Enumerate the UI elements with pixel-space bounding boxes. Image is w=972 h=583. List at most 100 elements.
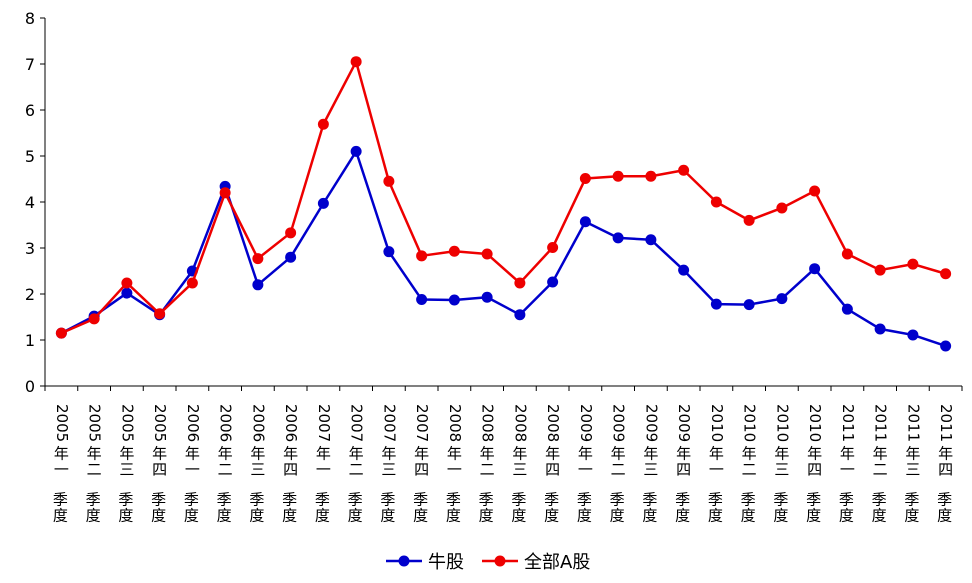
- x-tick-char: 年: [381, 445, 396, 463]
- legend-label: 牛股: [428, 552, 464, 573]
- x-tick-char: 季: [675, 491, 690, 509]
- x-tick-char: 度: [118, 507, 133, 525]
- data-point: [612, 232, 624, 244]
- x-tick-char: 度: [282, 507, 297, 525]
- data-point: [547, 242, 559, 254]
- x-tick-char: 三: [512, 461, 527, 479]
- x-tick-char: 季: [642, 491, 657, 509]
- x-tick-year: 2010: [741, 404, 759, 442]
- x-tick-char: 季: [610, 491, 625, 509]
- x-tick-char: 四: [807, 461, 822, 479]
- data-point: [252, 279, 264, 291]
- y-tick-label: 8: [25, 9, 35, 28]
- data-point: [710, 298, 722, 310]
- series-quan-bu-a-gu: [55, 56, 952, 339]
- x-tick-year: 2011: [937, 404, 955, 442]
- x-tick-label: 2011年三季度2011年三季度: [904, 404, 922, 525]
- data-point: [121, 287, 133, 299]
- x-tick-char: 四: [676, 461, 691, 479]
- x-tick-char: 二: [742, 461, 757, 479]
- x-tick-char: 季: [282, 491, 297, 509]
- x-tick-year: 2006: [184, 404, 202, 442]
- x-tick-char: 季: [479, 491, 494, 509]
- x-tick-char: 季: [773, 491, 788, 509]
- x-tick-char: 度: [839, 507, 854, 525]
- x-tick-char: 度: [184, 507, 199, 525]
- x-tick-char: 四: [414, 461, 429, 479]
- x-tick-year: 2005: [151, 404, 169, 442]
- y-tick-label: 5: [25, 147, 35, 166]
- data-point: [809, 263, 821, 275]
- data-point: [350, 145, 362, 157]
- series-niu-gu: [55, 145, 952, 352]
- legend-item: 全部A股: [482, 552, 590, 573]
- series-line: [60, 150, 947, 348]
- x-tick-char: 度: [675, 507, 690, 525]
- data-point: [874, 264, 886, 276]
- y-tick-label: 2: [25, 285, 35, 304]
- x-tick-char: 季: [839, 491, 854, 509]
- x-tick-char: 年: [87, 445, 102, 463]
- x-tick-char: 度: [544, 507, 559, 525]
- x-tick-char: 二: [87, 461, 102, 479]
- data-point: [645, 170, 657, 182]
- x-tick-char: 季: [544, 491, 559, 509]
- x-tick-char: 度: [479, 507, 494, 525]
- x-tick-year: 2009: [675, 404, 693, 442]
- data-point: [285, 251, 297, 263]
- x-tick-year: 2008: [511, 404, 529, 442]
- x-tick-char: 季: [872, 491, 887, 509]
- x-tick-year: 2011: [904, 404, 922, 442]
- data-point: [448, 245, 460, 257]
- data-point: [678, 264, 690, 276]
- x-tick-char: 年: [316, 445, 331, 463]
- x-tick-char: 一: [185, 461, 200, 479]
- x-tick-char: 度: [380, 507, 395, 525]
- x-tick-char: 季: [348, 491, 363, 509]
- x-tick-char: 季: [53, 491, 68, 509]
- x-tick-year: 2010: [806, 404, 824, 442]
- data-point: [252, 253, 264, 265]
- x-tick-char: 年: [512, 445, 527, 463]
- legend: 牛股 全部A股: [386, 552, 590, 573]
- x-tick-char: 度: [249, 507, 264, 525]
- x-tick-char: 四: [938, 461, 953, 479]
- data-point: [448, 294, 460, 306]
- x-tick-label: 2011年二季度2011年二季度: [872, 404, 890, 525]
- x-tick-label: 2007年四季度2007年四季度: [413, 404, 431, 525]
- x-tick-label: 2009年一季度2009年一季度: [577, 404, 595, 525]
- x-tick-char: 二: [349, 461, 364, 479]
- x-tick-char: 度: [773, 507, 788, 525]
- x-tick-char: 度: [53, 507, 68, 525]
- data-point: [907, 258, 919, 270]
- x-tick-label: 2010年四季度2010年四季度: [806, 404, 824, 525]
- x-tick-char: 年: [938, 445, 953, 463]
- x-tick-char: 季: [446, 491, 461, 509]
- x-tick-char: 季: [937, 491, 952, 509]
- x-tick-char: 年: [873, 445, 888, 463]
- data-point: [416, 250, 428, 262]
- x-tick-char: 度: [217, 507, 232, 525]
- x-tick-year: 2011: [872, 404, 890, 442]
- data-point: [940, 340, 952, 352]
- x-tick-char: 一: [578, 461, 593, 479]
- x-tick-label: 2006年三季度2006年三季度: [249, 404, 267, 525]
- x-tick-year: 2007: [315, 404, 333, 442]
- x-tick-label: 2010年二季度2010年二季度: [741, 404, 759, 525]
- x-tick-char: 季: [118, 491, 133, 509]
- x-tick-label: 2006年二季度2006年二季度: [217, 404, 235, 525]
- x-tick-char: 季: [708, 491, 723, 509]
- x-tick-char: 季: [380, 491, 395, 509]
- x-tick-char: 年: [742, 445, 757, 463]
- x-tick-char: 季: [315, 491, 330, 509]
- x-tick-char: 年: [643, 445, 658, 463]
- x-tick-char: 年: [218, 445, 233, 463]
- data-point: [940, 268, 952, 280]
- x-tick-char: 年: [119, 445, 134, 463]
- x-tick-char: 度: [348, 507, 363, 525]
- y-tick-label: 7: [25, 55, 35, 74]
- x-tick-year: 2005: [53, 404, 71, 442]
- y-axis-ticks: 0 1 2 3 4 5 6 7 8: [25, 9, 45, 396]
